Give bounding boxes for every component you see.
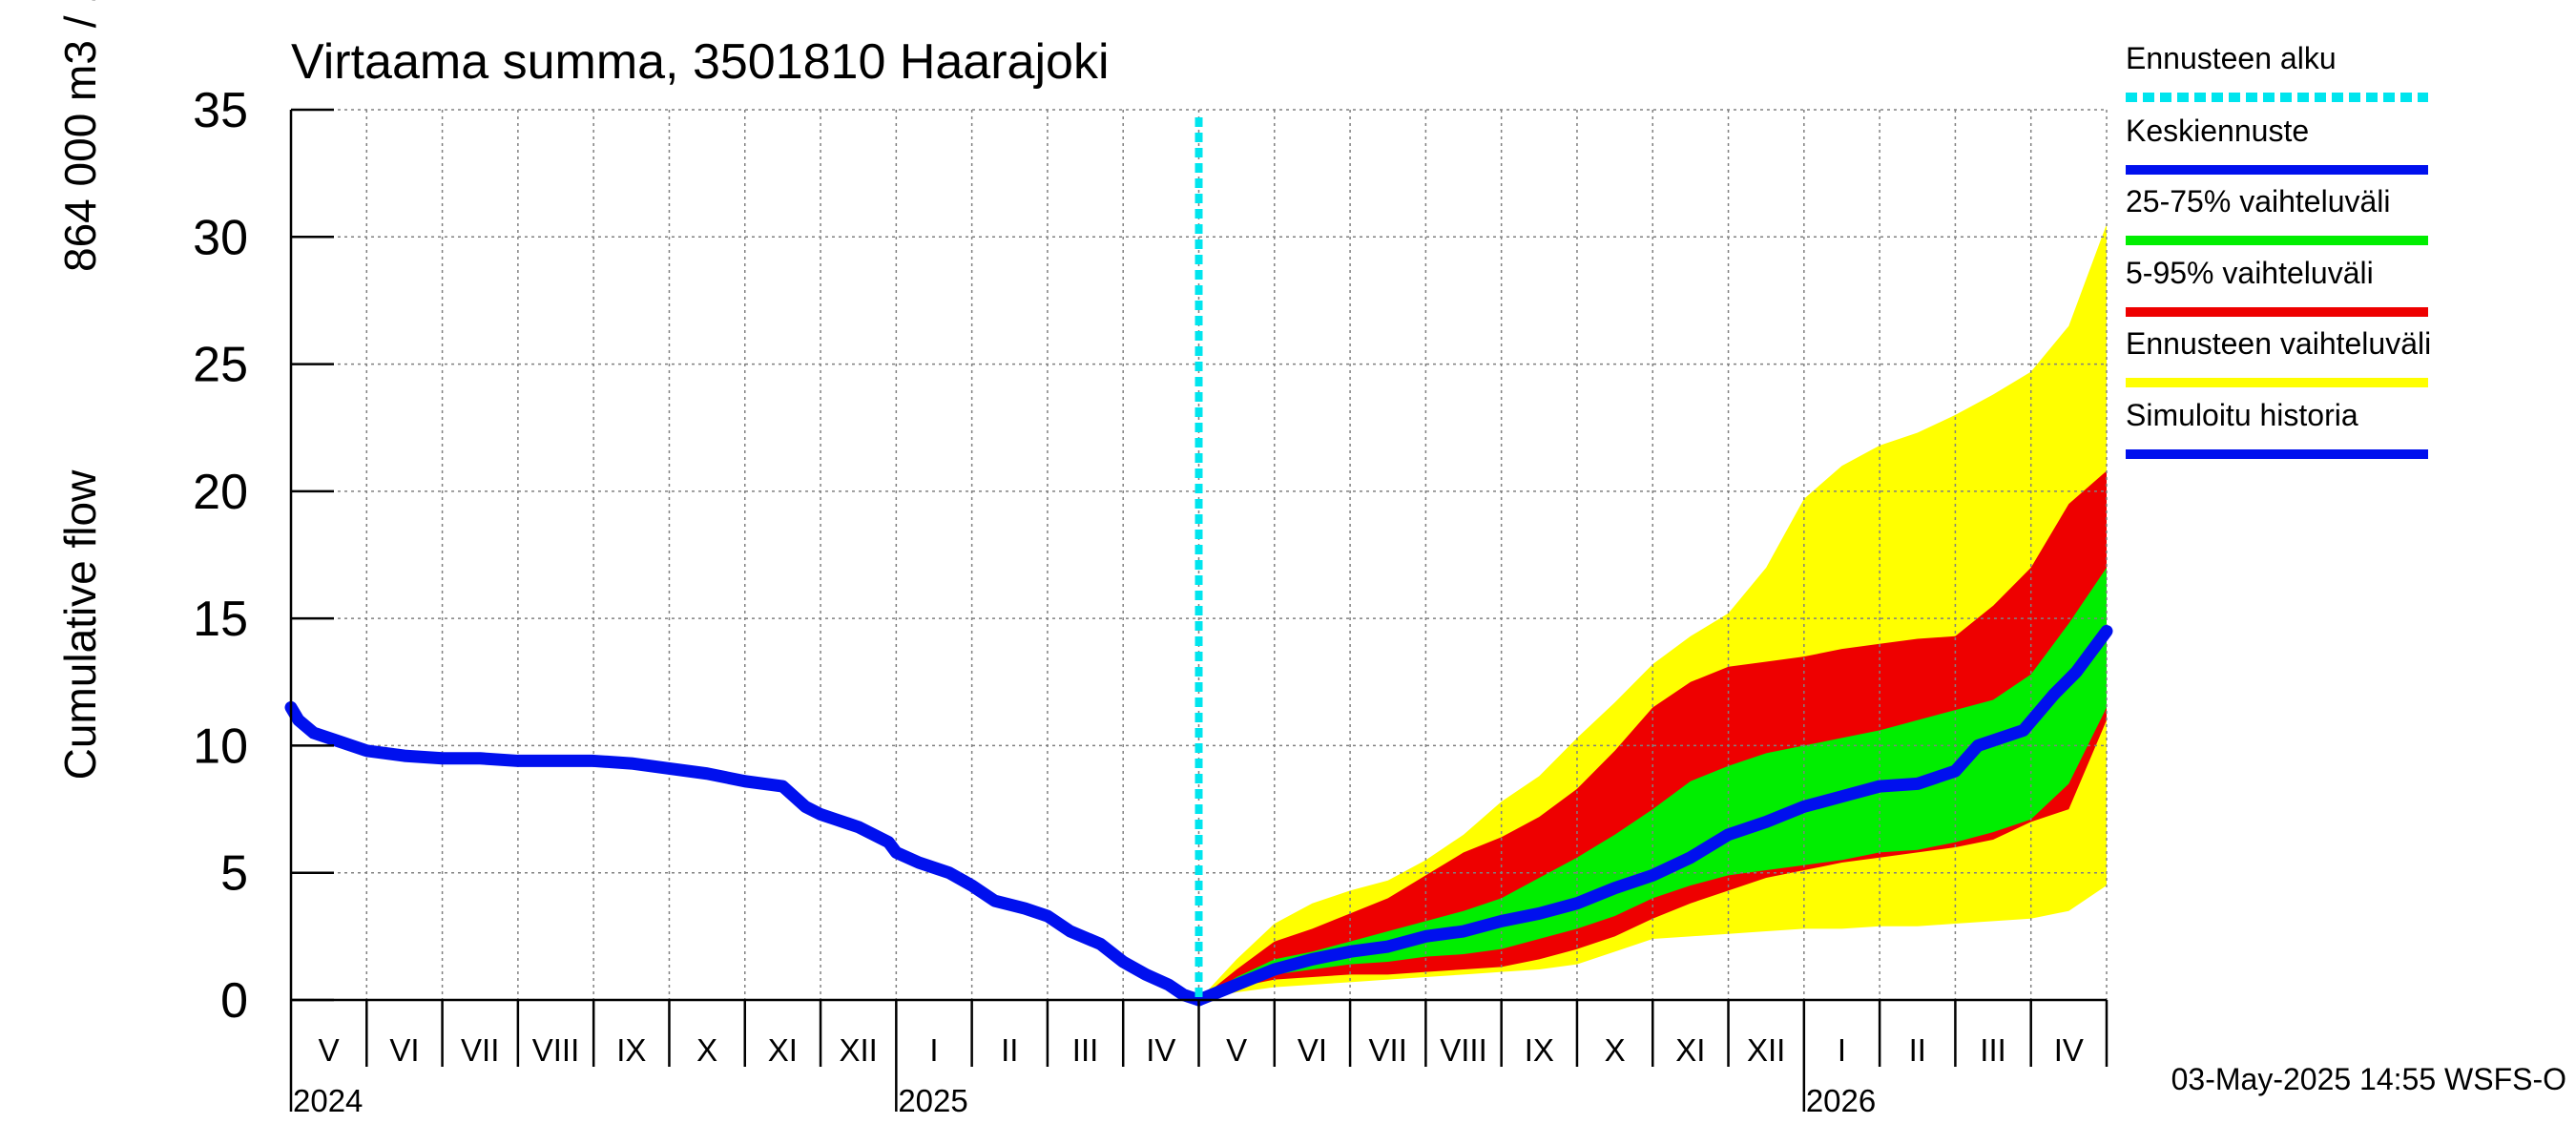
series-line-2 bbox=[1193, 624, 2113, 1007]
x-month-label: VIII bbox=[1440, 1032, 1487, 1068]
y-tick-label: 25 bbox=[193, 338, 248, 393]
x-month-label: I bbox=[1838, 1032, 1846, 1068]
x-month-label: XII bbox=[1747, 1032, 1785, 1068]
y-tick-label: 20 bbox=[193, 465, 248, 520]
y-tick-label: 35 bbox=[193, 83, 248, 138]
band-area-2 bbox=[1198, 470, 2107, 1000]
series-line-1 bbox=[284, 700, 1205, 1007]
y-tick-label: 30 bbox=[193, 210, 248, 265]
y-axis-label-line2: 864 000 m3 / 10 vrky bbox=[55, 0, 105, 272]
x-month-label: VI bbox=[1298, 1032, 1327, 1068]
x-month-label: III bbox=[1072, 1032, 1099, 1068]
x-month-label: II bbox=[1909, 1032, 1926, 1068]
x-month-label: IX bbox=[616, 1032, 646, 1068]
x-month-label: V bbox=[1226, 1032, 1247, 1068]
x-year-label: 2026 bbox=[1806, 1083, 1876, 1118]
x-year-label: 2024 bbox=[293, 1083, 363, 1118]
x-month-label: VII bbox=[461, 1032, 499, 1068]
x-month-label: X bbox=[696, 1032, 717, 1068]
y-tick-label: 10 bbox=[193, 718, 248, 774]
y-tick-label: 15 bbox=[193, 592, 248, 647]
legend-label: 25-75% vaihteluväli bbox=[2126, 184, 2391, 219]
x-month-label: IX bbox=[1525, 1032, 1554, 1068]
y-axis-label-line1: Cumulative flow bbox=[55, 469, 105, 780]
timestamp: 03-May-2025 14:55 WSFS-O bbox=[2171, 1062, 2566, 1096]
x-month-label: IV bbox=[1146, 1032, 1175, 1068]
legend: Ennusteen alku Keskiennuste 25-75% vaihtel… bbox=[2126, 41, 2431, 459]
x-month-label: VI bbox=[389, 1032, 419, 1068]
x-month-label: IV bbox=[2054, 1032, 2084, 1068]
legend-label: Ennusteen vaihteluväli bbox=[2126, 326, 2431, 361]
y-tick-label: 5 bbox=[220, 846, 248, 902]
y-tick-label: 0 bbox=[220, 973, 248, 1029]
x-month-label: III bbox=[1980, 1032, 2006, 1068]
x-month-label: XII bbox=[840, 1032, 878, 1068]
x-month-label: VIII bbox=[532, 1032, 580, 1068]
plot-area bbox=[284, 109, 2113, 1007]
x-month-label: XI bbox=[1675, 1032, 1705, 1068]
chart-title: Virtaama summa, 3501810 Haarajoki bbox=[291, 34, 1110, 90]
x-month-label: V bbox=[319, 1032, 340, 1068]
x-month-label: VII bbox=[1369, 1032, 1407, 1068]
legend-label: 5-95% vaihteluväli bbox=[2126, 256, 2374, 290]
x-year-label: 2025 bbox=[898, 1083, 967, 1118]
legend-label: Simuloitu historia bbox=[2126, 398, 2358, 432]
x-month-label: X bbox=[1605, 1032, 1626, 1068]
x-month-label: I bbox=[929, 1032, 938, 1068]
x-month-label: II bbox=[1001, 1032, 1018, 1068]
legend-label: Ennusteen alku bbox=[2126, 41, 2337, 75]
x-month-label: XI bbox=[768, 1032, 798, 1068]
y-axis-label: Cumulative flow 864 000 m3 / 10 vrky bbox=[55, 0, 105, 780]
legend-label: Keskiennuste bbox=[2126, 114, 2309, 148]
